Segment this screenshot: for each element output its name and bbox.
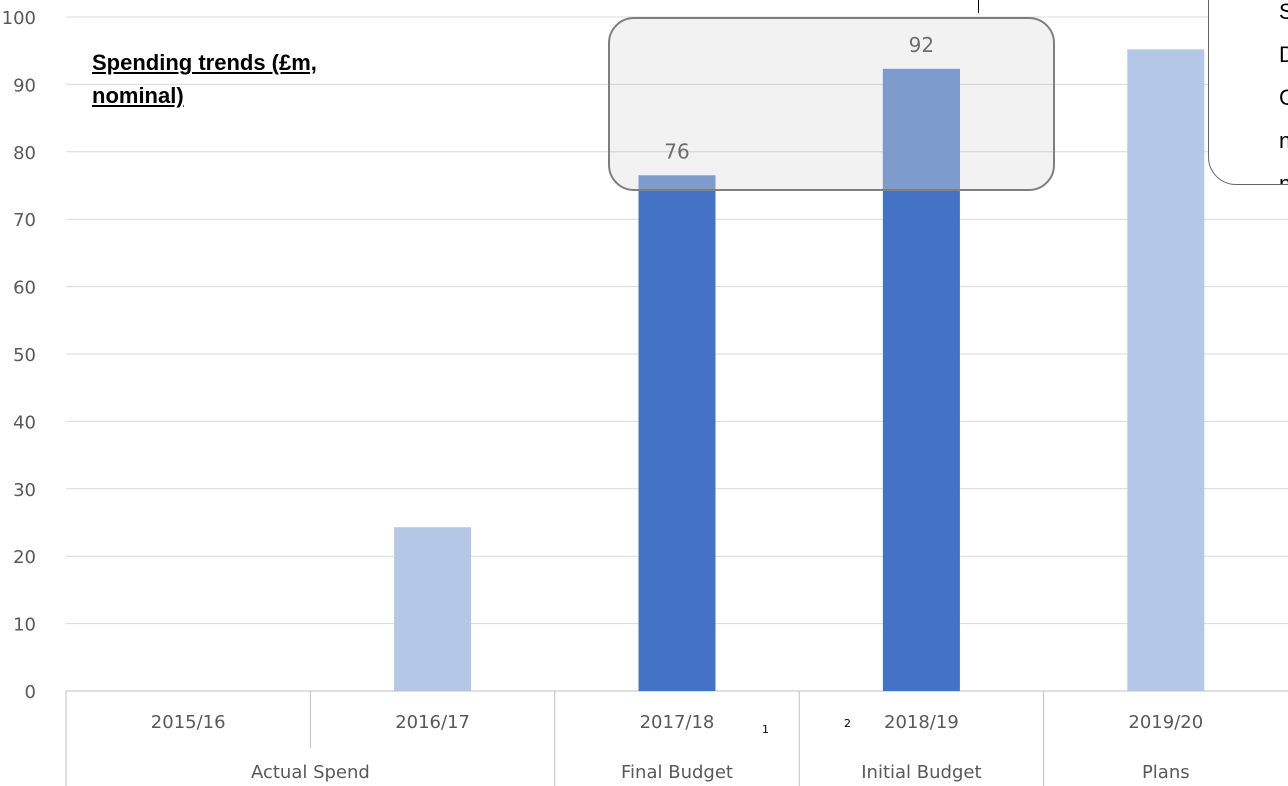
- y-axis-ticks: 0 10 20 30 40 50 60 70 80 90 100: [2, 8, 36, 703]
- x-axis: 2015/16 2016/17 2017/18 2018/19 2019/20 Actua…: [66, 691, 1203, 786]
- highlight-callout-box: [608, 17, 1055, 191]
- y-tick-label: 60: [13, 278, 36, 299]
- x-group-label: Plans: [1142, 762, 1190, 783]
- note-connector-line: [978, 0, 979, 13]
- note-line: n: [1279, 171, 1288, 185]
- y-tick-label: 80: [13, 143, 36, 164]
- x-tick-label: 2019/20: [1128, 712, 1203, 733]
- y-tick-label: 0: [25, 682, 36, 703]
- y-tick-label: 100: [2, 8, 36, 29]
- y-tick-label: 30: [13, 480, 36, 501]
- bar: [639, 175, 716, 691]
- x-tick-label: 2016/17: [395, 712, 470, 733]
- y-tick-label: 40: [13, 412, 36, 433]
- y-tick-label: 10: [13, 615, 36, 636]
- note-line: S: [1279, 0, 1288, 25]
- x-tick-label: 2018/19: [884, 712, 959, 733]
- x-tick-label: 2017/18: [640, 712, 715, 733]
- note-line: n: [1279, 128, 1288, 154]
- note-line: C: [1279, 85, 1288, 111]
- x-group-label: Initial Budget: [861, 762, 981, 783]
- note-line: D: [1279, 42, 1288, 68]
- y-tick-label: 90: [13, 75, 36, 96]
- y-tick-label: 50: [13, 345, 36, 366]
- x-tick-label: 2015/16: [151, 712, 226, 733]
- y-tick-label: 20: [13, 547, 36, 568]
- bar: [394, 527, 471, 691]
- bar: [1127, 49, 1204, 691]
- note-box: S D C n n: [1208, 0, 1288, 185]
- footnote-marker-1: 1: [762, 723, 769, 736]
- y-tick-label: 70: [13, 210, 36, 231]
- x-group-label: Actual Spend: [251, 762, 370, 783]
- footnote-marker-2: 2: [844, 717, 851, 730]
- chart-title: Spending trends (£m, nominal): [92, 46, 412, 112]
- x-group-label: Final Budget: [621, 762, 733, 783]
